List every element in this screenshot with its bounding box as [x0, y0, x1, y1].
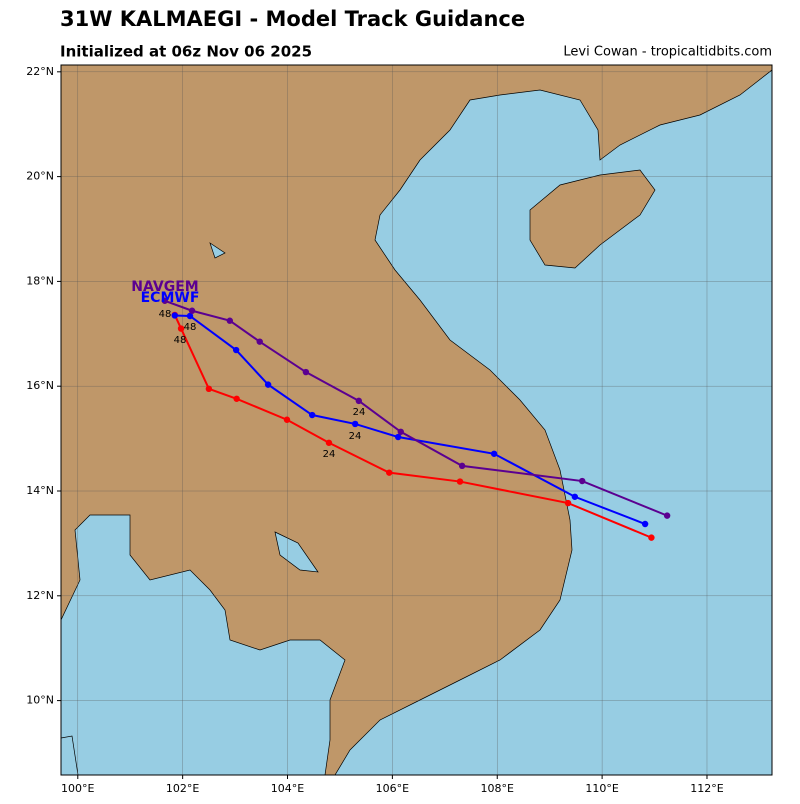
x-tick-label: 106°E [376, 782, 409, 795]
track-point [648, 534, 655, 541]
x-tick-label: 100°E [61, 782, 94, 795]
legend-label: NAVGEM [131, 279, 198, 295]
chart-subtitle: Initialized at 06z Nov 06 2025 [60, 43, 312, 61]
hour-label: 24 [323, 449, 336, 460]
track-point [308, 411, 316, 419]
lake [274, 531, 319, 573]
track-point [564, 499, 572, 507]
track-point [397, 428, 404, 435]
track-point [386, 469, 393, 476]
track-point [641, 520, 649, 528]
track-point [177, 325, 185, 332]
sea [334, 69, 772, 775]
track-point [663, 512, 671, 519]
credit: Levi Cowan - tropicaltidbits.com [563, 45, 772, 60]
track-point [171, 312, 178, 319]
y-tick-label: 18°N [26, 274, 54, 287]
track-point [571, 493, 579, 500]
hour-label: 48 [159, 309, 172, 320]
track-point [205, 385, 213, 393]
track-point [490, 450, 498, 457]
legend-label: ECMWF [141, 290, 200, 306]
track-point [188, 307, 196, 314]
track-point [256, 338, 263, 345]
map [61, 65, 772, 775]
track-line [173, 314, 652, 539]
x-tick-label: 102°E [166, 782, 199, 795]
gulf [61, 514, 346, 775]
track-point [302, 368, 310, 376]
hour-label: 24 [353, 407, 366, 418]
lake [209, 242, 226, 259]
x-tick-label: 112°E [690, 782, 723, 795]
track-point [578, 477, 586, 485]
track-point [355, 397, 363, 405]
chart-title: 31W KALMAEGI - Model Track Guidance [60, 7, 525, 31]
frame [60, 64, 773, 776]
y-tick-label: 12°N [26, 589, 54, 602]
island [529, 169, 656, 269]
track-point [351, 420, 359, 428]
track-point [264, 381, 272, 388]
track-point [283, 416, 291, 423]
y-tick-label: 22°N [26, 65, 54, 78]
track-point [458, 462, 466, 470]
y-tick-label: 14°N [26, 484, 54, 497]
track-point [186, 312, 194, 320]
x-tick-label: 108°E [481, 782, 514, 795]
sea [61, 735, 79, 775]
y-tick-label: 20°N [26, 170, 54, 183]
hour-label: 48 [184, 322, 197, 333]
x-tick-label: 104°E [271, 782, 304, 795]
track-point [233, 395, 240, 402]
track-point [456, 478, 464, 485]
track-point [232, 346, 240, 354]
hour-label: 48 [174, 335, 187, 346]
track-line [164, 299, 668, 517]
y-tick-label: 10°N [26, 694, 54, 707]
track-point [161, 297, 169, 304]
x-tick-label: 110°E [585, 782, 618, 795]
track-point [394, 433, 402, 441]
hour-label: 24 [349, 431, 362, 442]
track-point [325, 439, 333, 446]
track-point [226, 317, 234, 324]
y-tick-label: 16°N [26, 379, 54, 392]
